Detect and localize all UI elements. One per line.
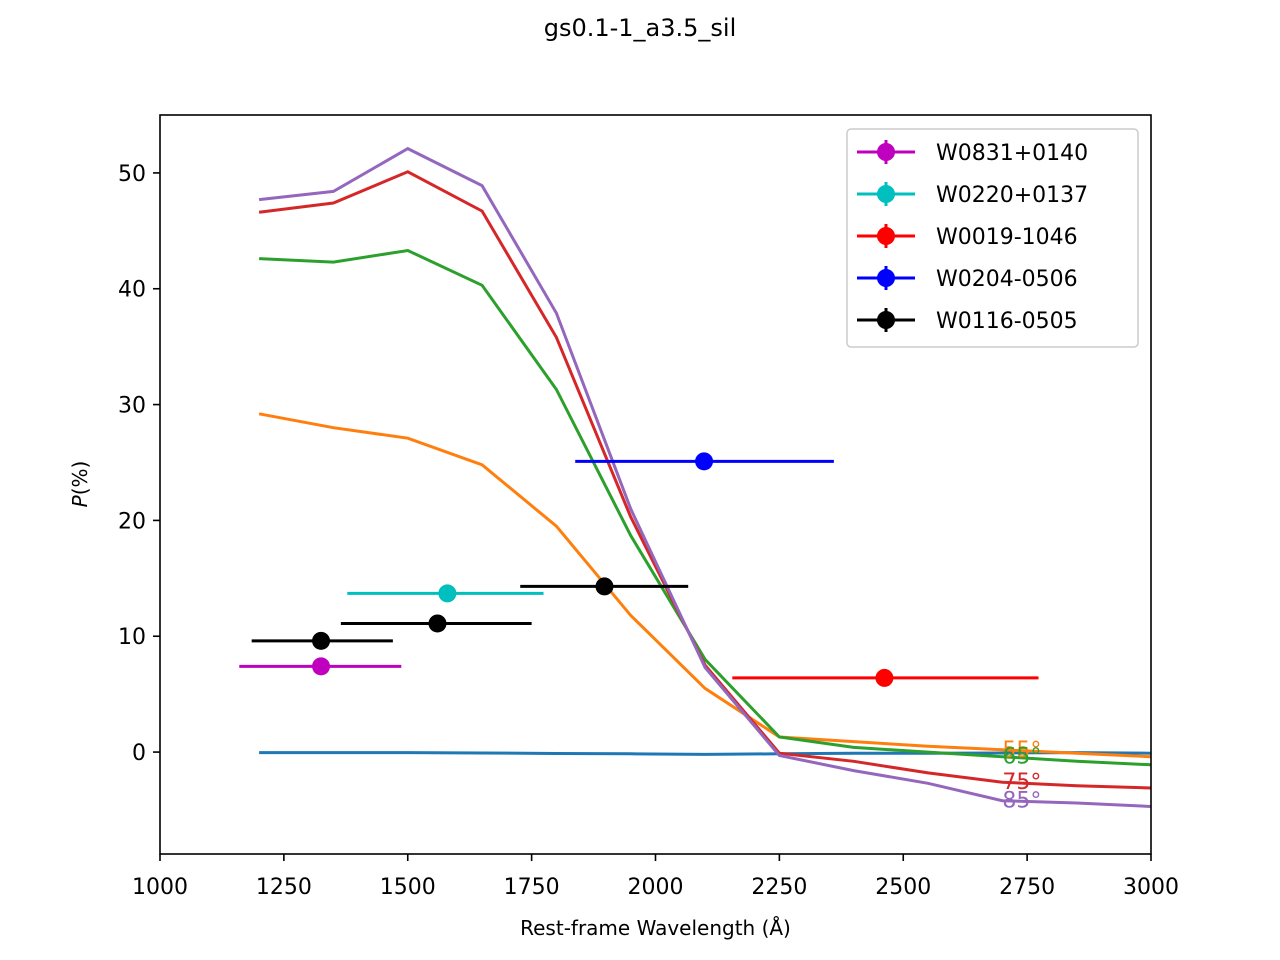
model-curve-4 bbox=[258, 146, 1151, 808]
observation-0 bbox=[239, 657, 402, 676]
y-tick-label-4: 40 bbox=[118, 278, 146, 303]
model-curves bbox=[258, 146, 1151, 808]
legend-marker-4 bbox=[877, 311, 895, 329]
model-curve-0 bbox=[259, 751, 1151, 756]
legend-marker-2 bbox=[877, 227, 895, 245]
y-axis-label-symbol: P bbox=[68, 495, 92, 508]
observation-2 bbox=[732, 668, 1039, 687]
legend-marker-1 bbox=[877, 185, 895, 203]
curve-label-4: 85° bbox=[1002, 789, 1041, 814]
x-tick-label-0: 1000 bbox=[132, 875, 188, 900]
model-curve-2 bbox=[259, 248, 1151, 767]
legend-entry-0: W0831+0140 bbox=[857, 140, 1088, 166]
x-tick-label-2: 1500 bbox=[380, 875, 436, 900]
legend-entry-3: W0204-0506 bbox=[857, 266, 1078, 292]
legend-marker-0 bbox=[877, 143, 895, 161]
observation-5 bbox=[340, 614, 532, 633]
x-tick-label-3: 1750 bbox=[504, 875, 560, 900]
curve-label-3: 75° bbox=[1002, 770, 1041, 795]
legend-label-0: W0831+0140 bbox=[936, 141, 1088, 166]
observation-1 bbox=[347, 584, 544, 603]
data-point-2 bbox=[875, 668, 894, 687]
data-point-3 bbox=[695, 452, 714, 471]
y-axis-label-unit: (%) bbox=[68, 460, 92, 496]
curve-label-1: 55° bbox=[1002, 738, 1041, 763]
curve-label-2: 65° bbox=[1002, 745, 1041, 770]
observation-3 bbox=[575, 452, 834, 471]
x-tick-label-7: 2750 bbox=[999, 875, 1055, 900]
chart-title: gs0.1-1_a3.5_sil bbox=[543, 14, 737, 42]
data-point-6 bbox=[595, 577, 614, 596]
data-point-1 bbox=[438, 584, 457, 603]
x-axis-label: Rest-frame Wavelength (Å) bbox=[520, 916, 791, 940]
x-tick-label-6: 2500 bbox=[875, 875, 931, 900]
legend-box bbox=[846, 128, 1139, 348]
y-tick-label-3: 30 bbox=[118, 394, 146, 419]
x-tick-label-4: 2000 bbox=[628, 875, 684, 900]
observation-6 bbox=[520, 577, 689, 596]
legend: W0831+0140 W0220+0137 W0019-1046 W0204-0506… bbox=[846, 128, 1139, 348]
y-tick-label-0: 0 bbox=[132, 741, 146, 766]
data-point-5 bbox=[428, 614, 447, 633]
x-tick-label-1: 1250 bbox=[256, 875, 312, 900]
legend-entry-1: W0220+0137 bbox=[857, 182, 1088, 208]
legend-label-1: W0220+0137 bbox=[936, 183, 1088, 208]
data-point-4 bbox=[312, 631, 331, 650]
y-tick-label-5: 50 bbox=[118, 162, 146, 187]
y-axis-label: P(%) bbox=[68, 461, 92, 508]
y-tick-label-2: 20 bbox=[118, 509, 146, 534]
legend-entry-4: W0116-0505 bbox=[857, 308, 1078, 334]
legend-label-2: W0019-1046 bbox=[936, 225, 1078, 250]
y-tick-label-1: 10 bbox=[118, 625, 146, 650]
model-curve-1 bbox=[258, 412, 1151, 759]
legend-label-4: W0116-0505 bbox=[936, 309, 1078, 334]
observation-4 bbox=[251, 631, 393, 650]
data-point-0 bbox=[312, 657, 331, 676]
x-tick-label-5: 2250 bbox=[751, 875, 807, 900]
x-tick-label-8: 3000 bbox=[1123, 875, 1179, 900]
legend-label-3: W0204-0506 bbox=[936, 267, 1078, 292]
legend-entry-2: W0019-1046 bbox=[857, 224, 1078, 250]
legend-marker-3 bbox=[877, 269, 895, 287]
